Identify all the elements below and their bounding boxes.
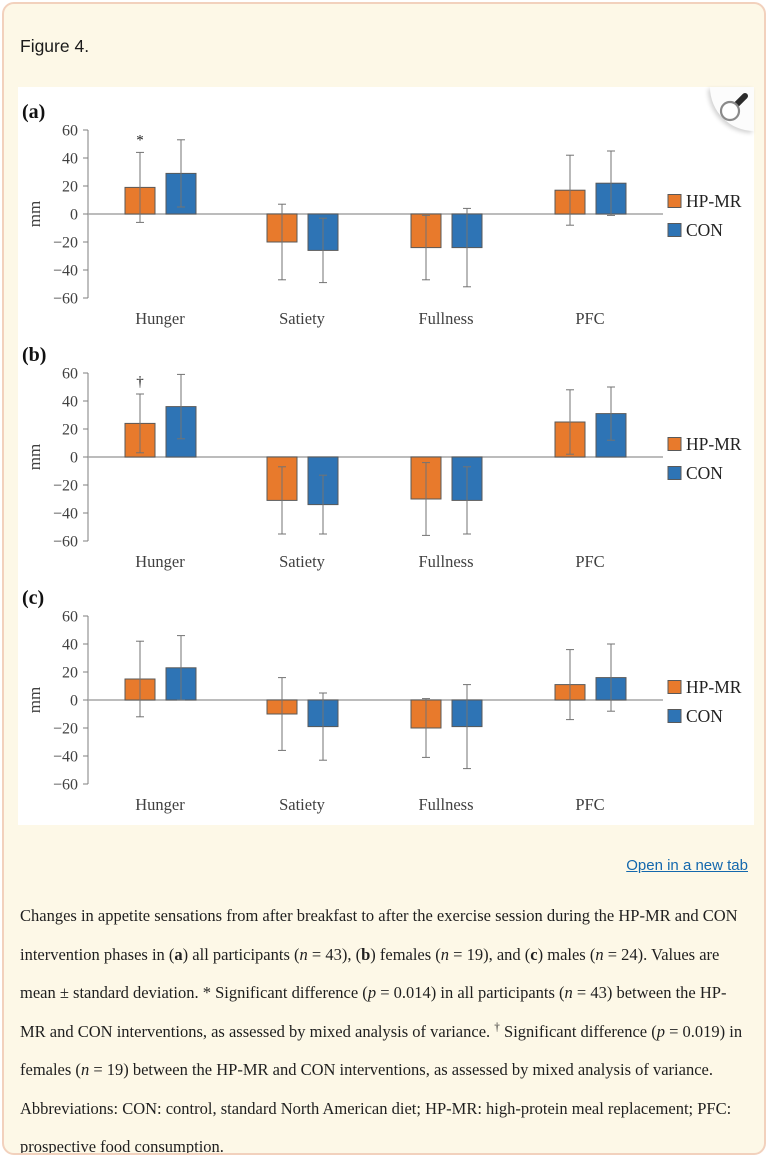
legend-swatch-CON [667,223,682,237]
caption-segment: = 19), and ( [449,944,531,964]
category-label: PFC [575,795,604,814]
caption-segment: = 43) between the HP-MR and CON interven… [20,983,727,1041]
figure-caption: Changes in appetite sensations from afte… [18,897,750,1155]
caption-segment: a [174,944,183,964]
y-tick-label: 40 [62,637,78,654]
y-tick-label: −40 [53,506,78,523]
legend-swatch-HP-MR [667,194,682,208]
caption-segment: ) all participants ( [182,944,300,964]
y-tick-label: 20 [62,665,78,682]
category-label: PFC [575,552,604,571]
y-tick-label: 0 [70,450,78,467]
legend-swatch-CON [667,466,682,480]
caption-segment: = 19) between the HP-MR and CON interven… [20,1060,732,1155]
magnifier-handle [733,93,748,108]
figure-panel: (a) mm 60 40 20 0 −20 −40 −60 * Hunger Satiety Fulln… [18,87,754,825]
chart-panel-c: (c) mm 60 40 20 0 −20 −40 −60 Hunger Satiety Fullne… [18,578,754,821]
y-axis-label: mm [25,444,44,470]
caption-segment: p [656,1021,665,1041]
y-tick-label: 60 [62,123,78,140]
caption-segment: c [530,944,538,964]
y-axis-label: mm [25,687,44,713]
bar-chart: (b) mm 60 40 20 0 −20 −40 −60 † Hunger Satiety Fulln… [22,344,742,571]
legend-label-HP-MR: HP-MR [686,677,742,697]
legend-swatch-CON [667,709,682,723]
category-label: PFC [575,309,604,328]
caption-segment: n [440,944,450,964]
panel-label: (b) [22,344,46,366]
category-label: Hunger [135,795,185,814]
y-tick-label: −20 [53,721,78,738]
y-tick-label: 20 [62,422,78,439]
y-tick-label: −20 [53,478,78,495]
caption-segment: ) females ( [370,944,441,964]
caption-segment: n [564,983,573,1002]
caption-segment: = 0.014) in all participants ( [376,983,565,1002]
charts-container: (a) mm 60 40 20 0 −20 −40 −60 * Hunger Satiety Fulln… [18,92,754,821]
significance-marker: † [136,374,144,390]
category-label: Fullness [418,309,473,328]
bar-chart: (a) mm 60 40 20 0 −20 −40 −60 * Hunger Satiety Fulln… [22,101,742,328]
category-label: Satiety [279,552,326,571]
y-tick-label: −60 [53,291,78,308]
legend-label-CON: CON [686,706,723,726]
y-tick-label: 40 [62,151,78,168]
caption-segment: ) males ( [537,944,596,964]
y-tick-label: 0 [70,693,78,710]
legend-swatch-HP-MR [667,680,682,694]
legend-swatch-HP-MR [667,437,682,451]
magnifier-icon [719,93,748,122]
caption-segment: b [361,944,371,964]
legend-label-CON: CON [686,220,723,240]
caption-segment: p [367,983,377,1002]
caption-segment: Significant difference ( [499,1021,657,1041]
category-label: Fullness [418,552,473,571]
caption-segment: = 43), ( [307,944,362,964]
caption-segment: † [494,1021,500,1033]
y-tick-label: −60 [53,534,78,551]
magnifier-lens [719,100,741,122]
legend-label-CON: CON [686,463,723,483]
magnifier-button[interactable] [710,87,754,131]
y-tick-label: 40 [62,394,78,411]
link-row: Open in a new tab [18,857,750,875]
significance-marker: * [136,132,144,148]
y-tick-label: 60 [62,366,78,383]
chart-panel-b: (b) mm 60 40 20 0 −20 −40 −60 † Hunger Satiety Fulln… [18,335,754,578]
category-label: Fullness [418,795,473,814]
caption-segment: = 24). Values are mean ± standard deviat… [20,944,720,1003]
caption-segment: = 0.019) in females ( [20,1021,743,1080]
caption-segment: n [80,1060,90,1079]
chart-panel-a: (a) mm 60 40 20 0 −20 −40 −60 * Hunger Satiety Fulln… [18,92,754,335]
category-label: Hunger [135,552,185,571]
category-label: Hunger [135,309,185,328]
open-in-new-tab-link[interactable]: Open in a new tab [626,857,748,874]
legend-label-HP-MR: HP-MR [686,191,742,211]
caption-segment: n [595,944,604,964]
y-tick-label: 0 [70,207,78,224]
y-tick-label: −40 [53,749,78,766]
panel-label: (a) [22,101,45,123]
category-label: Satiety [279,309,326,328]
y-axis-label: mm [25,201,44,227]
caption-segment: n [299,944,308,964]
category-label: Satiety [279,795,326,814]
y-tick-label: −60 [53,777,78,794]
caption-segment: Changes in appetite sensations from afte… [20,906,738,964]
y-tick-label: −40 [53,263,78,280]
y-tick-label: 20 [62,179,78,196]
y-tick-label: −20 [53,235,78,252]
y-tick-label: 60 [62,609,78,626]
legend-label-HP-MR: HP-MR [686,434,742,454]
panel-label: (c) [22,587,44,609]
figure-title: Figure 4. [20,36,90,56]
bar-chart: (c) mm 60 40 20 0 −20 −40 −60 Hunger Satiety Fullne… [22,587,742,814]
